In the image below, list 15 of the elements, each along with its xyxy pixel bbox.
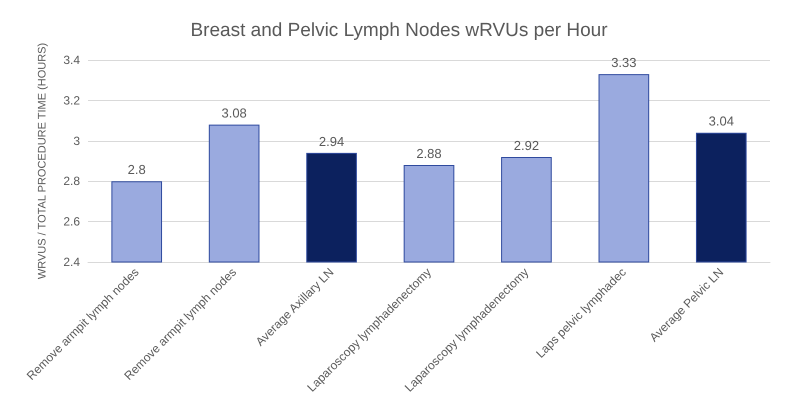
y-tick-label: 3 bbox=[73, 134, 80, 148]
y-tick-label: 3.4 bbox=[63, 53, 80, 67]
y-tick-label: 3.2 bbox=[63, 93, 80, 108]
data-label: 3.08 bbox=[221, 106, 247, 121]
y-tick-label: 2.4 bbox=[63, 255, 80, 269]
y-tick-label: 2.8 bbox=[63, 174, 80, 188]
data-label: 2.88 bbox=[416, 146, 442, 162]
data-label: 2.8 bbox=[128, 162, 146, 178]
data-label: 3.33 bbox=[611, 55, 637, 70]
chart-title: Breast and Pelvic Lymph Nodes wRVUs per Hour bbox=[190, 20, 608, 41]
y-tick-label: 2.6 bbox=[63, 214, 80, 229]
data-label: 3.04 bbox=[708, 114, 734, 129]
y-axis-title: WRVUS / TOTAL PROCEDURE TIME (HOURS) bbox=[36, 42, 48, 280]
data-label: 2.92 bbox=[514, 138, 540, 153]
data-label: 2.94 bbox=[318, 134, 344, 149]
